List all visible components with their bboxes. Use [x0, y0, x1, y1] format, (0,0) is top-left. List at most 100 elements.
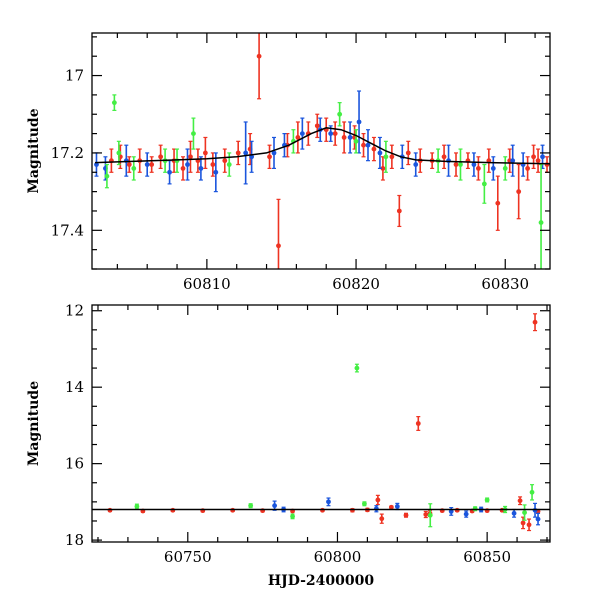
- red-data-point: [375, 494, 381, 506]
- red-data-point: [525, 156, 531, 181]
- red-data-point: [389, 144, 395, 170]
- red-data-point: [295, 121, 301, 154]
- red-data-point: [453, 152, 459, 177]
- blue-data-point: [365, 129, 371, 162]
- blue-data-point: [243, 121, 249, 185]
- red-data-point: [486, 148, 492, 173]
- zoom-panel-points: [94, 33, 550, 269]
- red-data-point: [267, 144, 272, 170]
- y-tick-label: 14: [65, 378, 84, 396]
- red-data-point: [126, 156, 132, 173]
- full-panel-ticks: 60750 60800 60850 12 14 16 18: [65, 302, 550, 566]
- red-data-point: [371, 136, 377, 162]
- green-data-point: [362, 501, 367, 507]
- green-data-point: [248, 503, 254, 509]
- green-data-point: [134, 503, 140, 510]
- y-tick-label: 18: [65, 531, 84, 549]
- x-tick-label: 60750: [164, 548, 212, 566]
- blue-data-point: [356, 90, 362, 154]
- y-tick-label: 17: [65, 67, 84, 85]
- red-data-point: [158, 144, 164, 170]
- blue-data-point: [167, 160, 172, 185]
- y-tick-label: 16: [65, 455, 84, 473]
- red-data-point: [454, 507, 460, 513]
- full-panel-xlabel: HJD-2400000: [268, 573, 375, 589]
- red-data-point: [314, 113, 320, 139]
- green-data-point: [383, 140, 389, 173]
- red-data-point: [405, 140, 411, 166]
- red-data-point: [230, 507, 236, 513]
- blue-data-point: [463, 510, 469, 518]
- green-data-point: [290, 513, 295, 520]
- full-panel-ylabel: Magnitude: [26, 381, 42, 466]
- y-tick-label: 12: [65, 302, 84, 320]
- green-data-point: [111, 94, 117, 111]
- blue-data-point: [448, 506, 454, 516]
- red-data-point: [108, 148, 114, 173]
- blue-data-point: [123, 144, 129, 177]
- zoom-panel-ylabel: Magnitude: [26, 108, 42, 193]
- blue-data-point: [377, 136, 383, 170]
- red-data-point: [423, 510, 429, 519]
- red-data-point: [305, 121, 311, 146]
- x-tick-label: 60810: [183, 275, 231, 293]
- x-tick-label: 60800: [314, 548, 362, 566]
- red-data-point: [210, 152, 216, 177]
- y-tick-label: 17.2: [51, 144, 84, 162]
- blue-data-point: [213, 152, 219, 193]
- blue-data-point: [326, 497, 331, 507]
- blue-data-point: [144, 152, 150, 177]
- red-data-point: [544, 156, 550, 173]
- red-data-point: [350, 507, 355, 513]
- red-data-point: [517, 496, 523, 506]
- red-data-point: [441, 144, 447, 170]
- blue-data-point: [271, 136, 277, 170]
- blue-data-point: [394, 502, 400, 511]
- green-data-point: [104, 163, 110, 189]
- x-tick-label: 60850: [463, 548, 511, 566]
- green-data-point: [131, 156, 137, 181]
- red-data-point: [276, 198, 281, 269]
- red-data-point: [202, 136, 208, 170]
- red-data-point: [320, 507, 325, 513]
- green-data-point: [472, 506, 478, 512]
- blue-data-point: [185, 148, 190, 181]
- zoom-panel-frame: [91, 32, 551, 270]
- green-data-point: [427, 503, 433, 528]
- red-data-point: [475, 156, 481, 181]
- x-tick-label: 60830: [481, 275, 529, 293]
- red-data-point: [465, 152, 471, 170]
- green-data-point: [481, 163, 487, 204]
- x-tick-label: 60820: [332, 275, 380, 293]
- green-data-point: [522, 504, 527, 521]
- green-data-point: [116, 140, 122, 166]
- zoom-panel-ticks: 60810 60820 60830 17 17.2 17.4: [51, 33, 550, 293]
- red-data-point: [149, 156, 155, 173]
- zoom-panel: 60810 60820 60830 17 17.2 17.4 Magnitude: [26, 32, 551, 293]
- red-data-point: [535, 148, 541, 173]
- blue-data-point: [413, 152, 419, 177]
- red-data-point: [323, 117, 329, 142]
- green-data-point: [484, 497, 490, 503]
- green-data-point: [353, 129, 359, 154]
- full-panel-frame: [91, 304, 551, 543]
- y-tick-label: 17.4: [51, 221, 84, 239]
- blue-data-point: [347, 121, 353, 154]
- red-data-point: [532, 313, 538, 332]
- green-data-point: [538, 163, 544, 269]
- blue-data-point: [471, 152, 477, 177]
- red-data-point: [361, 132, 366, 158]
- red-data-point: [396, 194, 402, 228]
- blue-data-point: [535, 512, 541, 526]
- blue-data-point: [272, 500, 278, 511]
- red-data-point: [180, 156, 186, 181]
- red-data-point: [526, 518, 532, 532]
- full-panel-points: [107, 313, 541, 532]
- blue-data-point: [373, 505, 379, 513]
- red-data-point: [531, 144, 536, 170]
- blue-data-point: [532, 502, 538, 518]
- blue-data-point: [282, 132, 287, 158]
- red-data-point: [415, 416, 421, 431]
- red-data-point: [403, 512, 409, 518]
